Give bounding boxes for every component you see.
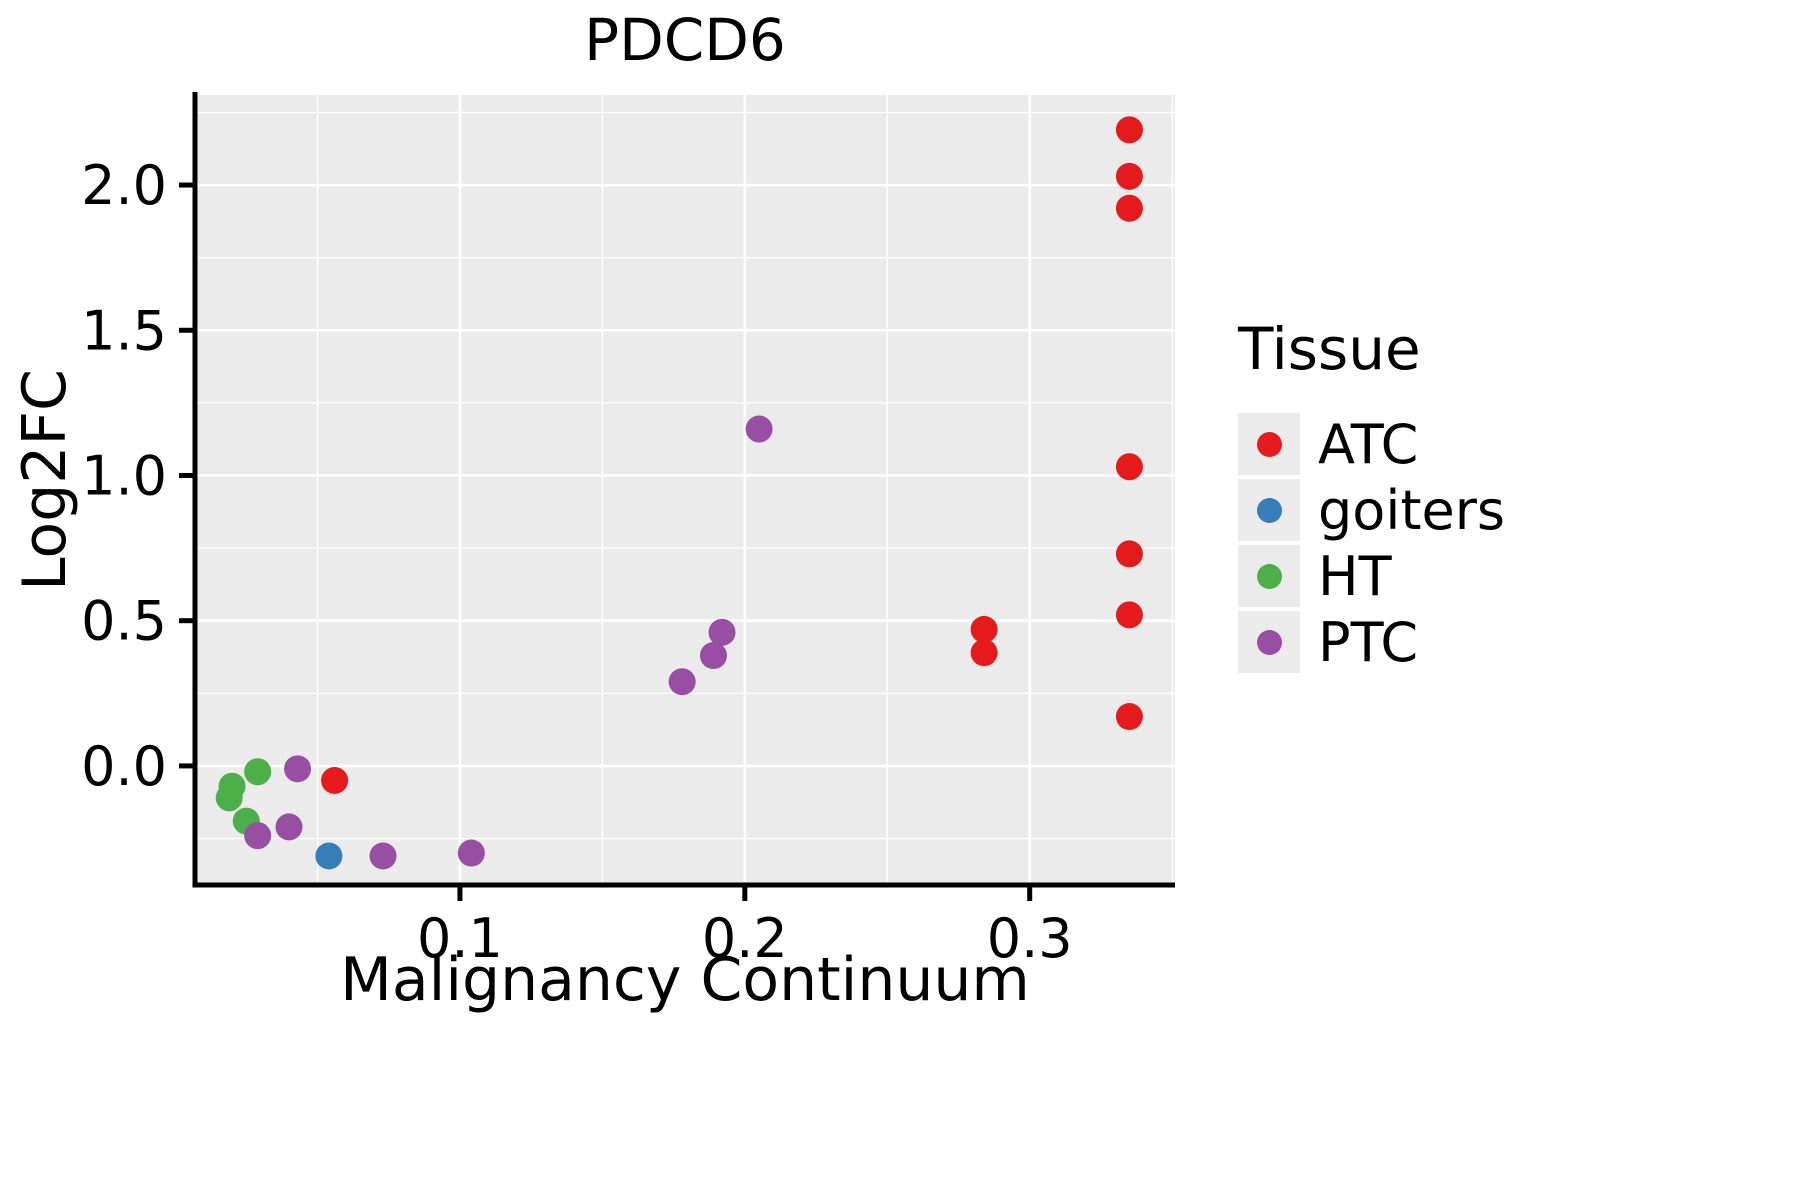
y-tick-label: 0.5 <box>81 590 167 653</box>
legend-entries: ATC goiters HT PTC <box>1238 411 1505 675</box>
legend-entry-ht: HT <box>1238 543 1505 609</box>
y-tick-label: 1.0 <box>81 444 167 507</box>
legend-key <box>1238 611 1300 673</box>
y-tick-label: 0.0 <box>81 735 167 798</box>
data-point-ht <box>244 758 272 786</box>
data-point-atc <box>1115 162 1143 190</box>
legend: Tissue ATC goiters HT PTC <box>1238 315 1505 675</box>
data-point-ptc <box>745 415 773 443</box>
y-axis-label: Log2FC <box>10 369 80 591</box>
legend-entry-ptc: PTC <box>1238 609 1505 675</box>
data-point-atc <box>1115 116 1143 144</box>
data-point-ht <box>215 784 243 812</box>
legend-dot-atc <box>1256 431 1282 457</box>
legend-entry-goiters: goiters <box>1238 477 1505 543</box>
legend-label: ATC <box>1318 412 1419 476</box>
legend-key <box>1238 413 1300 475</box>
data-point-ptc <box>369 842 397 870</box>
x-tick-label: 0.2 <box>702 907 788 970</box>
legend-key <box>1238 545 1300 607</box>
data-point-ptc <box>668 668 696 696</box>
x-tick-label: 0.3 <box>987 907 1073 970</box>
legend-label: goiters <box>1318 478 1506 542</box>
data-point-atc <box>970 639 998 667</box>
data-point-ptc <box>708 618 736 646</box>
data-point-atc <box>1115 703 1143 731</box>
data-point-ptc <box>457 839 485 867</box>
x-tick-label: 0.1 <box>417 907 503 970</box>
data-point-ptc <box>699 642 727 670</box>
legend-entry-atc: ATC <box>1238 411 1505 477</box>
legend-dot-ht <box>1256 563 1282 589</box>
data-point-atc <box>1115 601 1143 629</box>
data-point-atc <box>1115 453 1143 481</box>
legend-title: Tissue <box>1238 315 1421 383</box>
data-point-ptc <box>275 813 303 841</box>
legend-label: PTC <box>1318 610 1419 674</box>
chart-title: PDCD6 <box>584 6 786 74</box>
x-axis-label: Malignancy Continuum <box>340 945 1030 1015</box>
data-point-atc <box>1115 194 1143 222</box>
legend-key <box>1238 479 1300 541</box>
legend-dot-goiters <box>1256 497 1282 523</box>
data-point-atc <box>321 766 349 794</box>
legend-label: HT <box>1318 544 1392 608</box>
data-point-atc <box>1115 540 1143 568</box>
plot-panel <box>195 95 1175 885</box>
legend-dot-ptc <box>1256 629 1282 655</box>
data-point-ptc <box>284 755 312 783</box>
data-point-ptc <box>244 822 272 850</box>
data-point-atc <box>970 615 998 643</box>
y-tick-label: 2.0 <box>81 154 167 217</box>
data-point-goiters <box>315 842 343 870</box>
y-tick-label: 1.5 <box>81 299 167 362</box>
